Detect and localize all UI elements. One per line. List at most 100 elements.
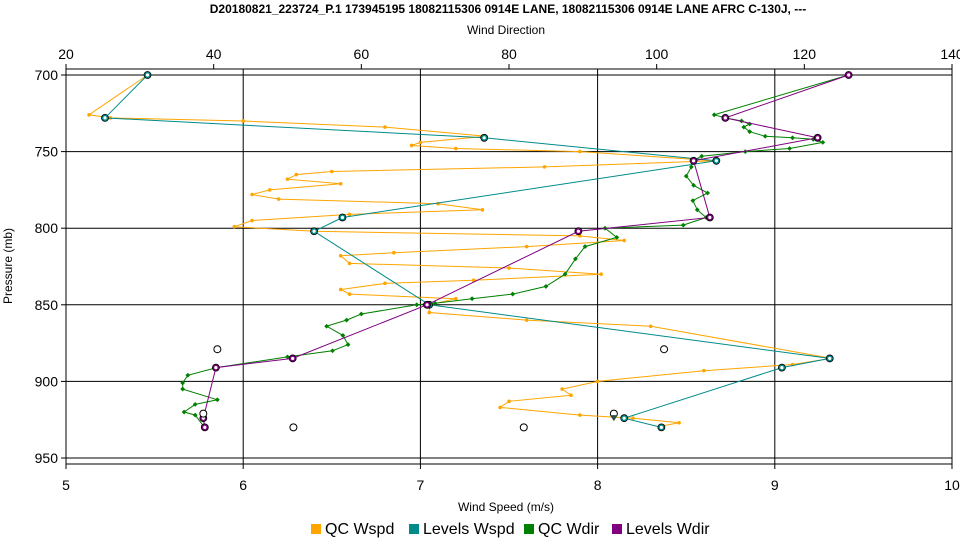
data-point-center	[425, 303, 429, 307]
data-point	[427, 310, 432, 315]
x-bottom-tick-label: 10	[944, 477, 960, 493]
legend-label: Levels Wdir	[626, 521, 710, 538]
y-tick-label: 800	[35, 220, 59, 236]
data-point	[510, 291, 516, 297]
legend-item: Levels Wdir	[612, 521, 710, 538]
y-tick-label: 700	[35, 67, 59, 83]
data-point	[180, 386, 186, 392]
x-top-tick-label: 140	[940, 46, 960, 62]
x-top-tick-label: 60	[354, 46, 370, 62]
x-bottom-tick-label: 5	[62, 477, 70, 493]
data-point	[631, 416, 635, 420]
legend-swatch	[409, 524, 419, 534]
chart-title: D20180821_223724_P.1 173945195 180821153…	[210, 2, 806, 16]
data-point	[330, 348, 335, 354]
data-point	[507, 266, 511, 270]
legend-swatch	[612, 524, 622, 534]
data-point	[185, 372, 191, 378]
y-tick-label: 900	[35, 373, 59, 389]
legend-item: QC Wspd	[311, 521, 394, 538]
data-point-center	[103, 116, 107, 120]
data-point-center	[622, 416, 626, 420]
data-point	[330, 169, 334, 174]
data-point	[383, 281, 387, 286]
x-top-tick-label: 100	[645, 46, 669, 62]
data-point	[578, 413, 582, 417]
data-point	[392, 250, 396, 255]
data-point-center	[145, 73, 150, 77]
plot-area	[65, 68, 953, 465]
data-point	[276, 197, 281, 201]
data-point	[432, 300, 438, 306]
data-point	[338, 253, 343, 258]
data-point	[383, 125, 387, 129]
legend-swatch	[311, 524, 321, 534]
data-point-center	[312, 229, 316, 233]
legend-label: QC Wdir	[538, 521, 600, 538]
y-axis-label: Pressure (mb)	[1, 228, 15, 304]
x-bottom-tick-label: 8	[594, 477, 602, 493]
data-point-center	[780, 366, 784, 370]
data-point	[454, 296, 458, 301]
data-point	[562, 271, 568, 277]
x-bottom-tick-label: 7	[417, 477, 425, 493]
axis-ticks: 20 40 60 80 100 120 140 5 6 7 8 9 10 700 750 800 850 900 9…	[35, 46, 960, 493]
data-point	[285, 177, 290, 181]
data-point	[87, 113, 91, 117]
data-point	[595, 379, 600, 384]
data-point-center	[291, 356, 295, 361]
legend-item: QC Wdir	[524, 521, 600, 538]
data-point	[599, 272, 603, 276]
data-point	[192, 412, 198, 418]
data-point-center	[340, 215, 345, 220]
stray-point	[660, 345, 669, 354]
grid-lines	[66, 69, 952, 464]
data-point	[267, 188, 272, 192]
y-tick-label: 850	[35, 297, 59, 313]
data-point	[294, 172, 299, 177]
data-point	[524, 318, 529, 322]
data-point	[324, 323, 330, 329]
stray-point	[213, 345, 222, 354]
data-point	[573, 256, 578, 262]
data-point-center	[723, 116, 727, 120]
data-point	[820, 140, 826, 145]
data-point-center	[691, 159, 696, 163]
data-point	[699, 153, 705, 159]
data-point	[543, 284, 549, 289]
data-point	[648, 324, 653, 329]
stray-point	[199, 409, 208, 418]
data-point	[688, 164, 694, 170]
launch-marker	[609, 415, 618, 422]
series-line	[87, 74, 832, 427]
data-point	[409, 143, 414, 148]
legend: QC Wspd Levels Wspd QC Wdir Levels Wdir	[311, 521, 710, 538]
data-point-center	[714, 159, 718, 163]
data-point	[542, 165, 547, 169]
legend-label: Levels Wspd	[423, 521, 515, 538]
data-point	[250, 192, 254, 197]
data-point	[762, 133, 768, 139]
x-bottom-tick-label: 6	[239, 477, 247, 493]
stray-point	[519, 423, 528, 432]
data-point	[747, 129, 753, 135]
data-point	[741, 124, 747, 130]
data-point-center	[708, 215, 712, 220]
data-point	[347, 261, 352, 266]
series-layer	[87, 71, 853, 432]
data-point	[414, 302, 420, 308]
data-point	[469, 296, 475, 302]
x-top-axis-label: Wind Direction	[467, 23, 545, 37]
legend-item: Levels Wspd	[409, 521, 515, 538]
data-point	[683, 173, 689, 179]
data-point	[250, 218, 254, 223]
data-point	[790, 135, 795, 141]
legend-swatch	[524, 524, 534, 534]
data-point	[691, 182, 696, 188]
data-point	[705, 190, 711, 196]
data-point-center	[659, 425, 663, 429]
data-point	[524, 244, 529, 249]
data-point	[622, 238, 626, 243]
x-top-tick-label: 120	[793, 46, 817, 62]
